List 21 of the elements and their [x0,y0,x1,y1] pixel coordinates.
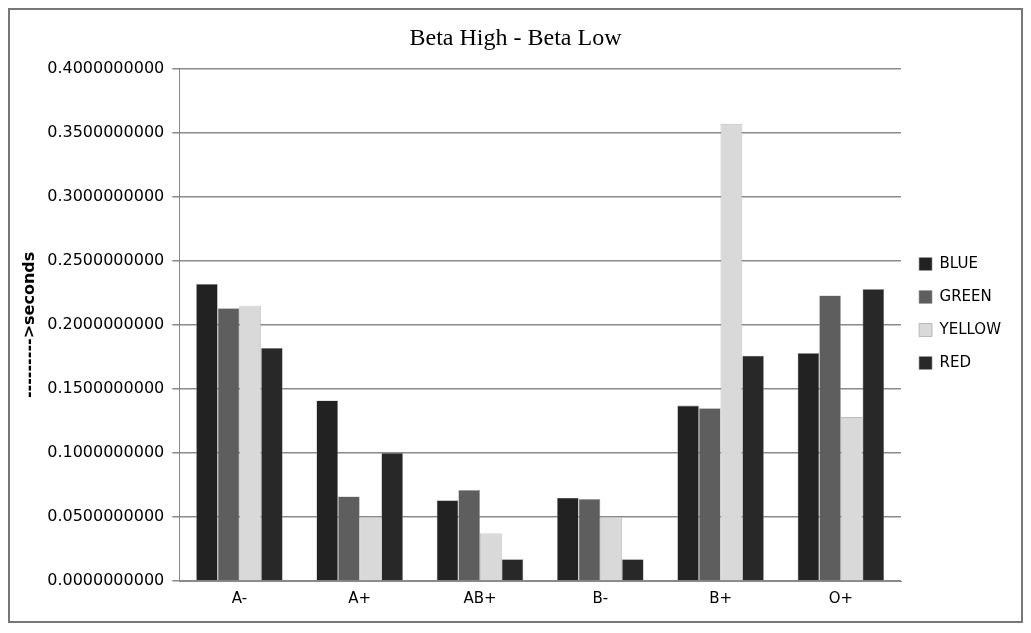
y-tick-label: 0.2000000000 [47,314,165,334]
legend-label: GREEN [939,286,992,305]
y-tick-label: 0.4000000000 [47,57,165,77]
legend-label: YELLOW [938,319,1002,338]
y-tick-label: 0.3000000000 [47,186,165,206]
y-tick-label: 0.2500000000 [47,250,165,270]
x-tick-label: B+ [709,588,733,607]
legend-label: RED [939,352,971,371]
legend-label: BLUE [939,253,978,272]
y-tick-label: 0.1000000000 [47,442,165,462]
y-tick-label: 0.3500000000 [47,121,165,141]
chart-title: Beta High - Beta Low [409,23,623,50]
y-axis-title: --------->seconds [18,251,38,399]
y-tick-label: 0.1500000000 [47,378,165,398]
x-tick-label: A+ [348,588,372,607]
x-tick-label: O+ [828,588,854,607]
y-tick-label: 0.0000000000 [47,570,165,590]
x-tick-label: AB+ [463,588,497,607]
y-tick-label: 0.0500000000 [47,506,165,526]
x-tick-label: B- [592,588,609,607]
x-tick-label: A- [231,588,248,607]
